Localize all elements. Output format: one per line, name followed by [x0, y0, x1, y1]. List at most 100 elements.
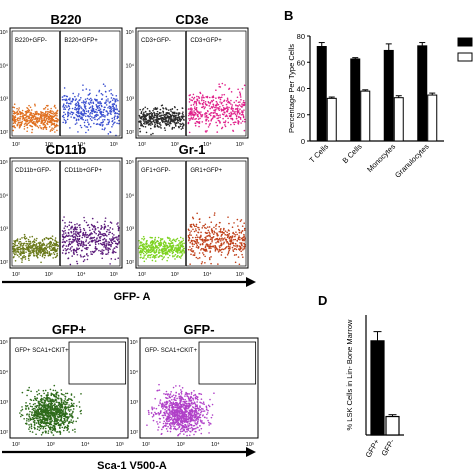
dot — [25, 116, 28, 118]
dot — [82, 260, 85, 263]
dot — [59, 431, 62, 434]
dot — [38, 403, 40, 405]
dot — [204, 240, 206, 243]
dot — [57, 124, 59, 127]
dot — [175, 118, 177, 121]
dot — [164, 249, 167, 252]
dot — [237, 248, 240, 250]
dot — [209, 251, 211, 253]
dot — [243, 222, 245, 224]
dot — [69, 112, 71, 115]
dot — [25, 244, 27, 247]
dot — [198, 415, 200, 418]
dot — [51, 244, 53, 246]
dot — [220, 108, 223, 110]
dot — [62, 121, 64, 124]
dot — [102, 234, 105, 237]
dot — [44, 254, 47, 257]
dot — [167, 120, 170, 122]
lsk-gate-label: GFP+ SCA1+CKIT+ — [15, 348, 69, 354]
dot — [199, 117, 201, 120]
dot — [208, 226, 211, 228]
dot — [51, 123, 54, 126]
dot — [155, 118, 158, 121]
dot — [116, 112, 119, 115]
flow-plot: GF1+GFP- GR1+GFP+10² 10³ 10⁴ 10⁵10⁵10⁴10³10²… — [126, 142, 249, 278]
dot — [45, 126, 48, 129]
dot — [27, 122, 30, 124]
dot — [44, 111, 47, 114]
dot — [232, 107, 234, 110]
dot — [50, 241, 52, 243]
dot — [111, 228, 114, 230]
dot — [82, 234, 84, 236]
dot — [198, 257, 201, 259]
dot — [23, 236, 25, 239]
dot — [211, 240, 213, 243]
dot — [182, 239, 185, 241]
dot — [27, 109, 30, 111]
dot — [86, 248, 88, 251]
dot — [157, 412, 160, 414]
dot — [139, 254, 142, 256]
dot — [205, 122, 207, 125]
dot — [84, 247, 86, 250]
dot — [190, 393, 193, 395]
dot — [52, 427, 54, 429]
dot — [36, 397, 39, 399]
dot — [14, 126, 16, 129]
dot — [13, 240, 15, 242]
dot — [174, 124, 177, 127]
dot — [242, 236, 244, 239]
dot — [191, 118, 194, 120]
dot — [51, 235, 54, 237]
x-tick-label: T Cells — [307, 142, 330, 165]
dot — [92, 117, 95, 119]
dot — [138, 127, 141, 130]
dot — [12, 242, 15, 245]
dot — [19, 245, 22, 247]
dot — [169, 427, 172, 429]
dot — [141, 237, 143, 240]
dot — [172, 386, 175, 389]
dot — [62, 409, 65, 411]
dot — [47, 238, 50, 241]
dot — [194, 122, 197, 125]
dot — [49, 119, 52, 122]
dot — [155, 107, 157, 110]
dot — [206, 116, 209, 119]
dot — [166, 250, 169, 253]
dot — [176, 252, 179, 254]
dot — [54, 112, 56, 115]
dot — [189, 396, 192, 398]
dot — [72, 228, 75, 231]
dot — [155, 120, 158, 122]
dot — [188, 101, 191, 103]
dot — [162, 257, 165, 259]
dot — [176, 108, 179, 111]
dot — [99, 108, 102, 110]
flow-plot-title: CD11b — [46, 142, 87, 157]
dot — [25, 408, 27, 410]
dot — [157, 122, 160, 124]
dot — [201, 227, 204, 229]
dot — [200, 427, 203, 430]
dot — [52, 394, 55, 396]
gate-right — [60, 30, 121, 137]
dot — [111, 103, 114, 106]
dot — [243, 227, 246, 230]
dot — [203, 107, 206, 110]
dot — [194, 421, 196, 423]
dot — [64, 411, 67, 414]
dot — [56, 407, 59, 410]
dot — [188, 393, 191, 395]
dot — [69, 97, 71, 100]
dot — [143, 237, 146, 240]
dot — [43, 396, 45, 399]
dot — [242, 104, 244, 107]
dot — [72, 98, 75, 101]
dot — [110, 97, 113, 99]
dot — [57, 119, 60, 121]
dot — [235, 115, 238, 118]
dot — [179, 412, 182, 415]
